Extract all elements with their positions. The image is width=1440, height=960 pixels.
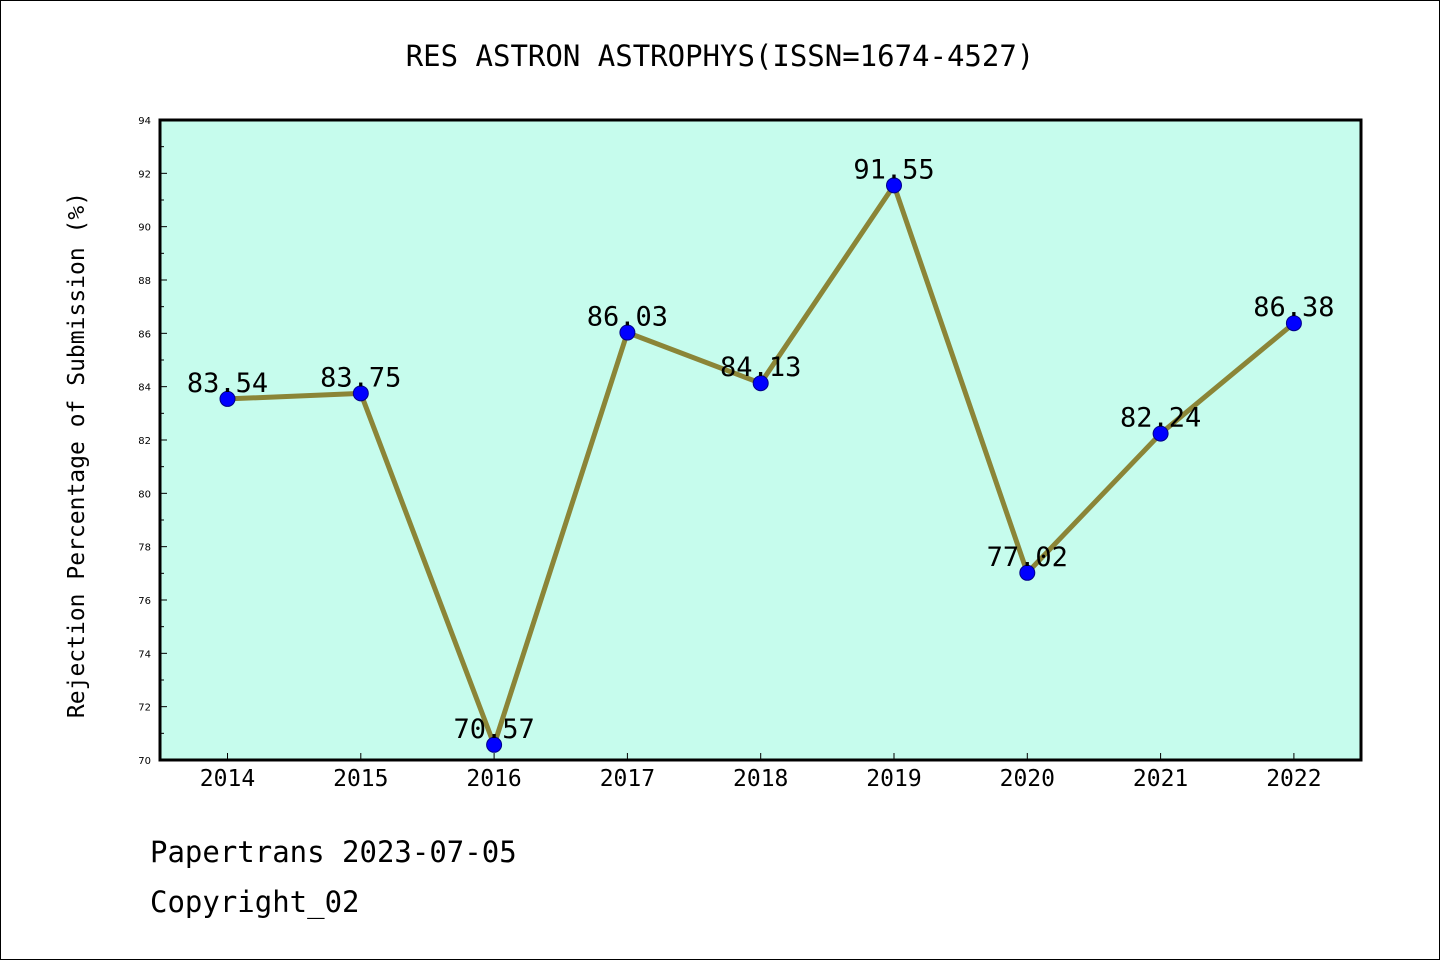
data-point xyxy=(1152,425,1169,442)
y-tick-label: 72 xyxy=(138,703,151,714)
plot-area xyxy=(160,120,1361,760)
data-point xyxy=(619,324,636,341)
y-tick-label: 76 xyxy=(138,596,151,607)
y-tick-label: 94 xyxy=(138,116,151,127)
data-point xyxy=(1285,315,1302,332)
y-axis-label: Rejection Percentage of Submission (%) xyxy=(64,192,90,718)
data-point xyxy=(352,385,369,402)
data-label: 70.57 xyxy=(453,714,534,745)
y-tick-label: 70 xyxy=(138,756,151,767)
plot-border xyxy=(158,118,1363,762)
x-tick-label: 2015 xyxy=(333,766,388,792)
y-tick-label: 92 xyxy=(138,169,151,180)
data-label: 86.03 xyxy=(587,302,668,333)
data-point xyxy=(1019,564,1036,581)
data-point xyxy=(219,390,236,407)
x-tick-label: 2014 xyxy=(200,766,255,792)
data-label: 91.55 xyxy=(853,154,934,185)
y-tick-label: 74 xyxy=(138,649,151,660)
data-label: 83.54 xyxy=(187,368,268,399)
y-tick-label: 88 xyxy=(138,276,151,287)
x-tick-label: 2020 xyxy=(1000,766,1055,792)
x-tick-label: 2021 xyxy=(1133,766,1188,792)
data-label: 82.24 xyxy=(1120,403,1201,434)
data-point xyxy=(486,736,503,753)
x-tick-label: 2016 xyxy=(466,766,521,792)
y-tick-label: 84 xyxy=(138,383,151,394)
chart-title: RES ASTRON ASTROPHYS(ISSN=1674-4527) xyxy=(406,39,1035,73)
x-tick-label: 2018 xyxy=(733,766,788,792)
data-label: 84.13 xyxy=(720,352,801,383)
data-label: 86.38 xyxy=(1253,292,1334,323)
y-tick-label: 80 xyxy=(138,489,151,500)
y-tick-label: 86 xyxy=(138,329,151,340)
data-point xyxy=(752,375,769,392)
data-point xyxy=(886,177,902,194)
x-tick-label: 2022 xyxy=(1266,766,1321,792)
x-tick-label: 2019 xyxy=(866,766,921,792)
y-tick-label: 82 xyxy=(138,436,151,447)
copyright-footer: Copyright_02 xyxy=(150,885,360,919)
data-label: 77.02 xyxy=(987,542,1068,573)
x-tick-label: 2017 xyxy=(600,766,655,792)
y-tick-label: 78 xyxy=(138,543,151,554)
source-footer: Papertrans 2023-07-05 xyxy=(150,835,517,869)
y-tick-label: 90 xyxy=(138,223,151,234)
data-label: 83.75 xyxy=(320,362,401,393)
